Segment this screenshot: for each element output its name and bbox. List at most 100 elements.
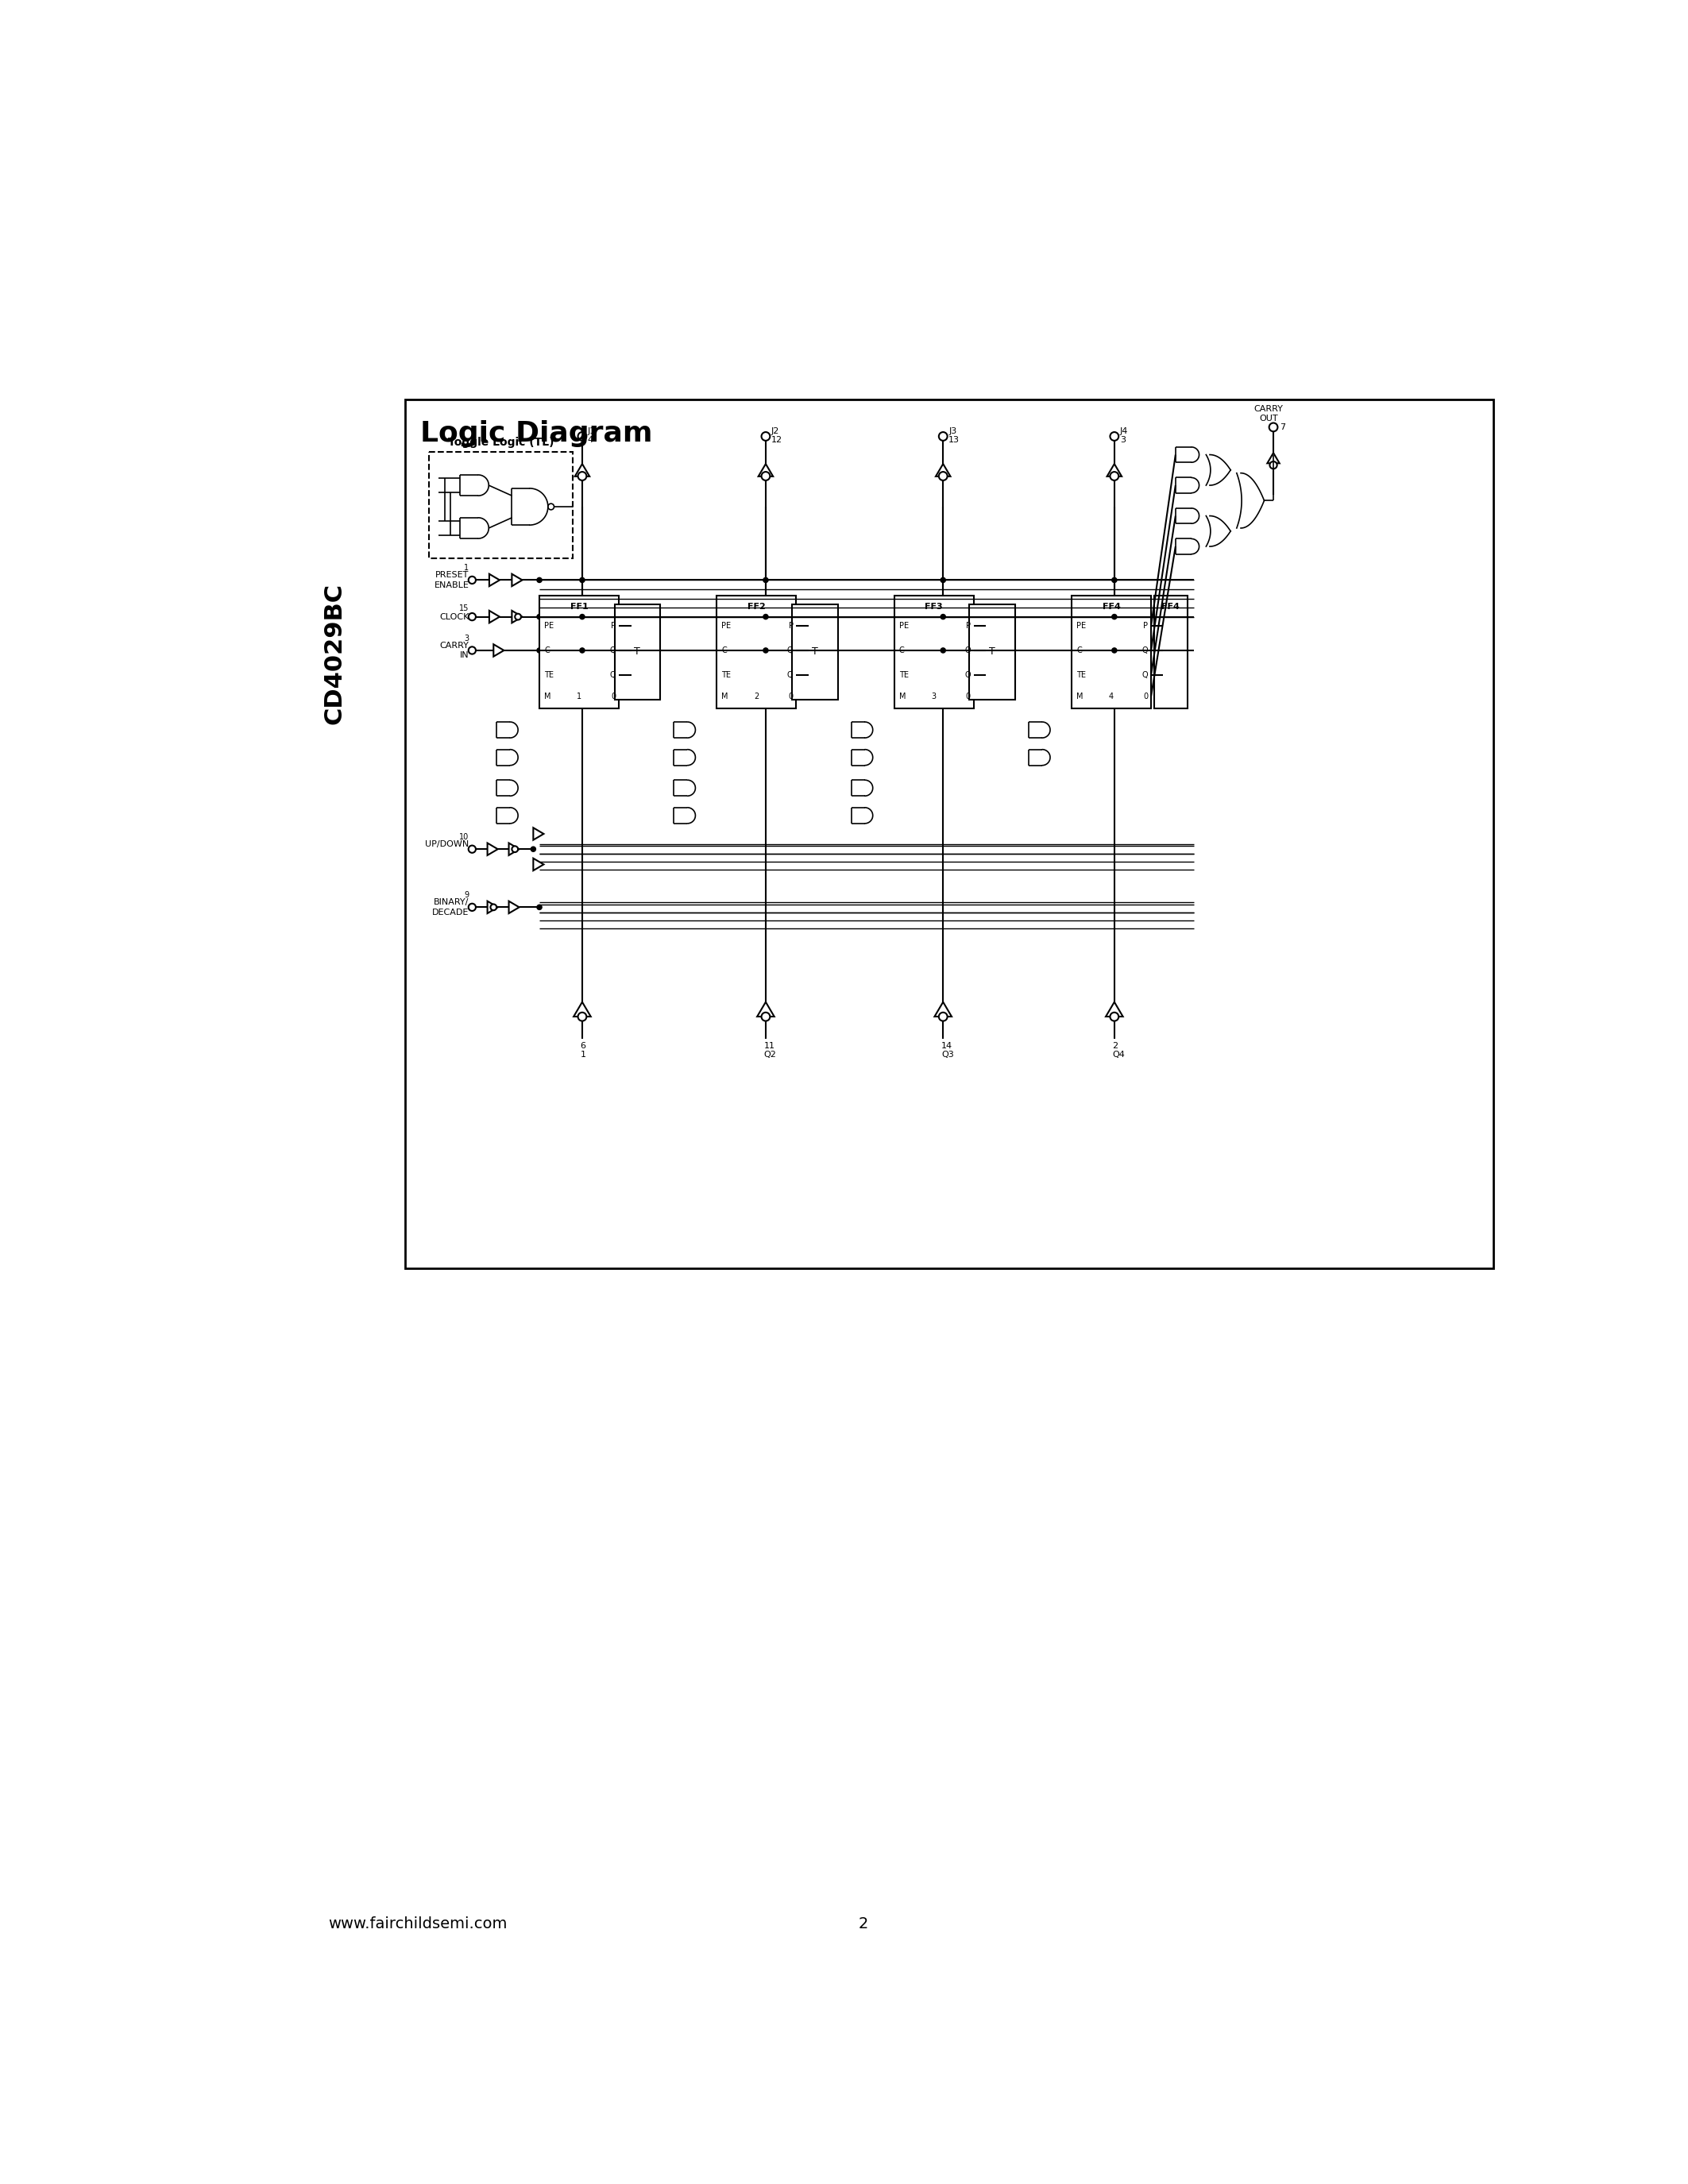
Polygon shape: [574, 1002, 591, 1016]
Text: Q4: Q4: [1112, 1051, 1126, 1059]
Circle shape: [763, 614, 768, 620]
Text: Q: Q: [1141, 646, 1148, 655]
Text: 6: 6: [581, 1042, 586, 1051]
Text: FF1: FF1: [571, 603, 587, 609]
Polygon shape: [758, 463, 773, 476]
Circle shape: [549, 505, 554, 509]
Polygon shape: [1268, 452, 1280, 463]
Text: CARRY: CARRY: [441, 642, 469, 649]
Bar: [405, 400, 1494, 1269]
Text: 0: 0: [611, 692, 616, 701]
Text: 15: 15: [459, 605, 469, 612]
Text: 7: 7: [1280, 424, 1285, 430]
Text: PE: PE: [1077, 622, 1085, 629]
Text: 0: 0: [788, 692, 793, 701]
Polygon shape: [533, 858, 544, 871]
Circle shape: [761, 1013, 770, 1020]
Polygon shape: [758, 1002, 775, 1016]
Text: FF2: FF2: [748, 603, 766, 609]
Text: J4: J4: [1119, 428, 1128, 435]
Text: TE: TE: [722, 670, 731, 679]
Circle shape: [491, 904, 496, 911]
Circle shape: [1111, 432, 1119, 441]
Text: 2: 2: [859, 1918, 869, 1931]
Text: 1: 1: [577, 692, 582, 701]
Text: P: P: [788, 622, 793, 629]
Text: IN: IN: [459, 651, 469, 660]
Circle shape: [469, 577, 476, 583]
Text: www.fairchildsemi.com: www.fairchildsemi.com: [329, 1918, 508, 1931]
Bar: [540, 596, 619, 708]
Text: 9: 9: [464, 891, 469, 900]
Polygon shape: [488, 843, 498, 856]
Text: CARRY
OUT: CARRY OUT: [1254, 406, 1283, 422]
Circle shape: [537, 614, 542, 620]
Text: 2: 2: [755, 692, 760, 701]
Text: BINARY/: BINARY/: [434, 898, 469, 906]
Text: FF4: FF4: [1102, 603, 1121, 609]
Text: Q: Q: [1141, 670, 1148, 679]
Text: M: M: [544, 692, 550, 701]
Polygon shape: [935, 463, 950, 476]
Polygon shape: [490, 612, 500, 622]
Text: M: M: [900, 692, 906, 701]
Text: CD4029BC: CD4029BC: [322, 583, 346, 725]
Bar: [1072, 596, 1151, 708]
Polygon shape: [1107, 463, 1123, 476]
Text: UP/DOWN: UP/DOWN: [425, 841, 469, 847]
Text: Toggle Logic (TL): Toggle Logic (TL): [447, 437, 554, 448]
Circle shape: [537, 904, 542, 911]
Circle shape: [1111, 1013, 1119, 1020]
Circle shape: [761, 472, 770, 480]
Circle shape: [577, 1013, 586, 1020]
Polygon shape: [490, 574, 500, 585]
Bar: [717, 596, 797, 708]
Text: Q3: Q3: [942, 1051, 954, 1059]
Circle shape: [1112, 577, 1117, 583]
Text: 3: 3: [464, 633, 469, 642]
Text: FF4: FF4: [1161, 603, 1180, 609]
Circle shape: [469, 845, 476, 852]
Circle shape: [1112, 649, 1117, 653]
Polygon shape: [511, 612, 522, 622]
Text: 13: 13: [949, 437, 960, 443]
Circle shape: [940, 577, 945, 583]
Circle shape: [1269, 461, 1278, 470]
Polygon shape: [508, 902, 520, 913]
Text: 12: 12: [771, 437, 783, 443]
Circle shape: [940, 614, 945, 620]
Polygon shape: [488, 902, 498, 913]
Text: Q: Q: [964, 670, 971, 679]
Text: C: C: [900, 646, 905, 655]
Text: ENABLE: ENABLE: [434, 581, 469, 590]
Circle shape: [761, 432, 770, 441]
Circle shape: [1269, 424, 1278, 432]
Text: T: T: [635, 646, 640, 657]
Circle shape: [579, 614, 584, 620]
Text: Q2: Q2: [765, 1051, 776, 1059]
Text: PE: PE: [900, 622, 908, 629]
Circle shape: [939, 472, 947, 480]
Bar: [1155, 596, 1188, 708]
Text: M: M: [1077, 692, 1084, 701]
Polygon shape: [1106, 1002, 1123, 1016]
Text: PE: PE: [722, 622, 731, 629]
Circle shape: [530, 847, 535, 852]
Bar: [792, 605, 837, 699]
Circle shape: [469, 904, 476, 911]
Text: 4: 4: [1109, 692, 1114, 701]
Text: 2: 2: [1112, 1042, 1117, 1051]
Circle shape: [469, 646, 476, 653]
Polygon shape: [576, 463, 589, 476]
Text: 14: 14: [942, 1042, 952, 1051]
Text: 0: 0: [966, 692, 971, 701]
Circle shape: [579, 649, 584, 653]
Text: J1: J1: [587, 428, 596, 435]
Circle shape: [940, 649, 945, 653]
Text: J3: J3: [949, 428, 957, 435]
Text: 10: 10: [459, 832, 469, 841]
Text: T: T: [989, 646, 996, 657]
Text: Q: Q: [609, 670, 616, 679]
Text: M: M: [722, 692, 729, 701]
Text: TE: TE: [1077, 670, 1085, 679]
